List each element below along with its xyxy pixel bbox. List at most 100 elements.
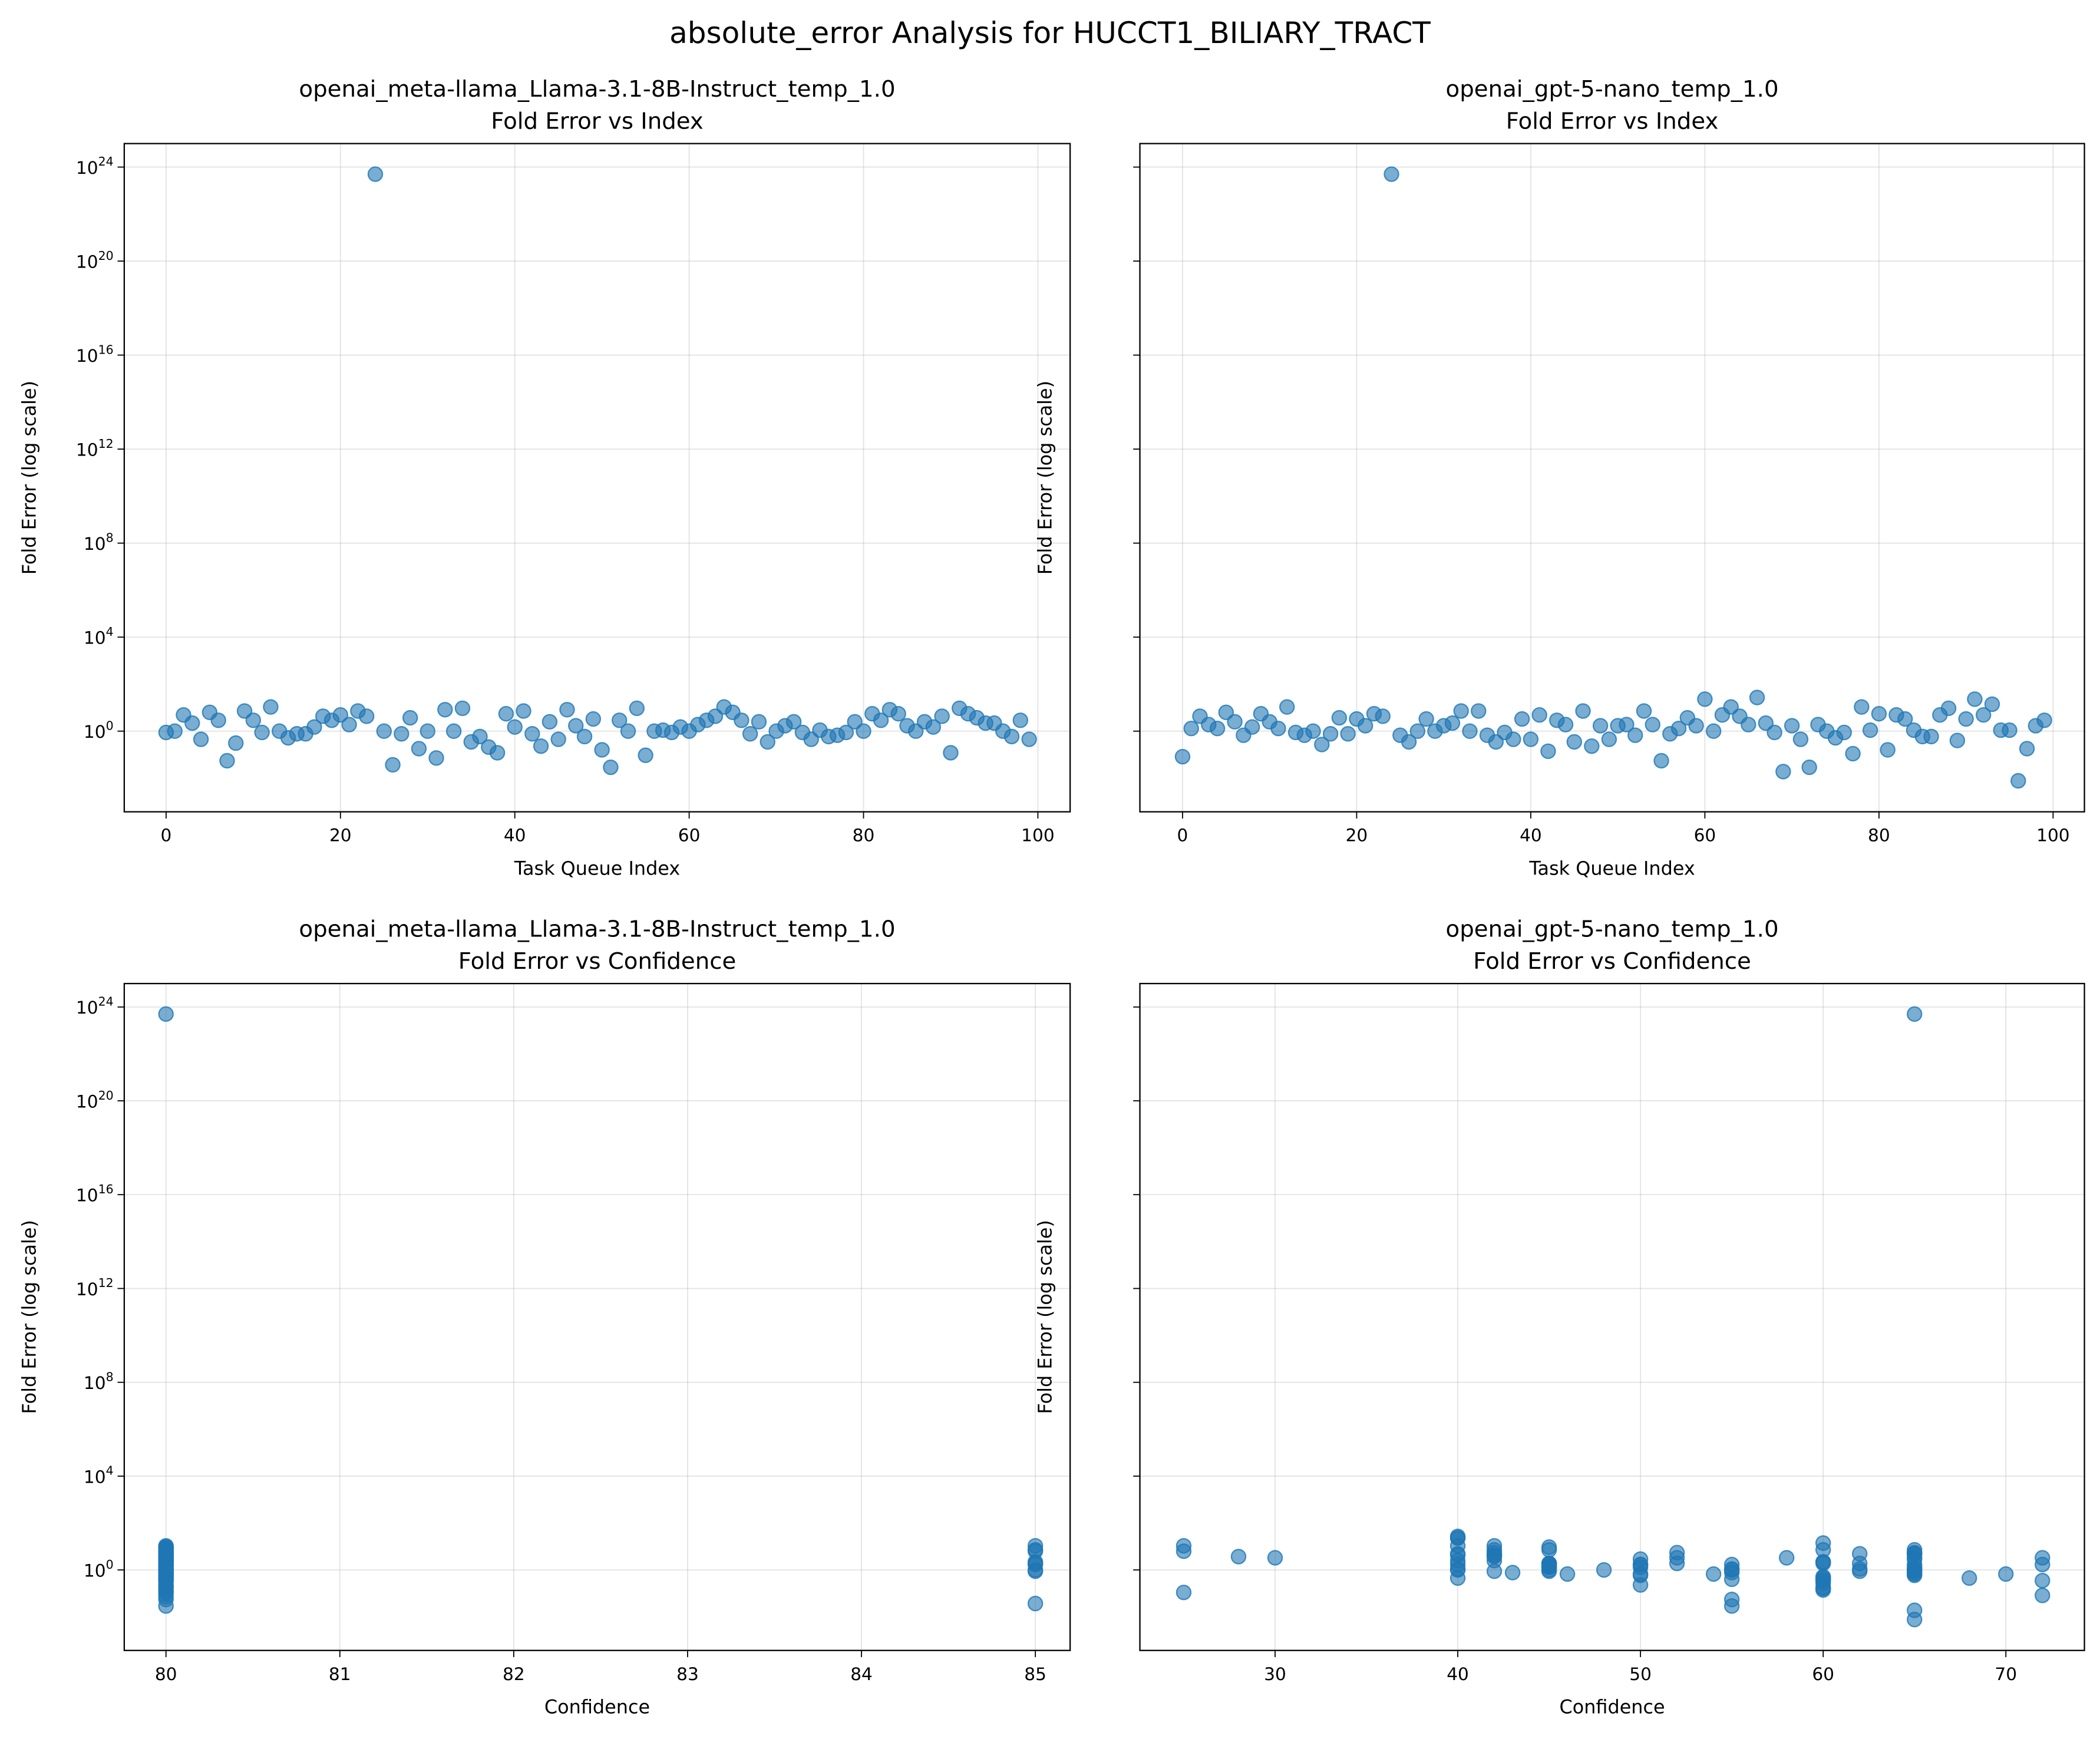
x-tick-label: 80 xyxy=(1868,826,1890,846)
point xyxy=(1209,720,1226,737)
point xyxy=(568,718,584,734)
point xyxy=(489,745,506,761)
point xyxy=(1907,1568,1923,1583)
point xyxy=(1279,699,1295,715)
point xyxy=(1897,711,1913,727)
point xyxy=(1836,724,1853,741)
x-tick-label: 100 xyxy=(1021,826,1055,846)
point xyxy=(263,699,279,715)
panel-title: openai_meta-llama_Llama-3.1-8B-Instruct_… xyxy=(299,76,895,103)
point xyxy=(1270,720,1286,737)
point xyxy=(158,1006,174,1022)
point xyxy=(541,714,558,730)
point xyxy=(1230,1549,1247,1565)
point xyxy=(1176,1585,1192,1601)
point xyxy=(925,719,942,735)
axes-frame xyxy=(123,143,1071,813)
point xyxy=(254,724,270,741)
point xyxy=(1218,704,1234,721)
point xyxy=(2036,712,2052,728)
point xyxy=(385,757,401,773)
point xyxy=(428,750,444,766)
panel-subtitle: Fold Error vs Index xyxy=(491,108,704,135)
x-tick-label: 84 xyxy=(850,1664,873,1684)
point xyxy=(1851,1561,1868,1577)
point xyxy=(402,710,418,726)
point xyxy=(1340,726,1356,742)
point xyxy=(943,745,959,761)
point xyxy=(550,731,566,747)
y-axis-label: Fold Error (log scale) xyxy=(18,381,41,575)
point xyxy=(1409,723,1426,739)
point xyxy=(516,703,531,719)
point xyxy=(210,712,226,728)
point xyxy=(1984,696,2000,712)
point xyxy=(1305,723,1321,739)
y-tick-label: 1020 xyxy=(76,249,114,272)
point xyxy=(1486,1545,1503,1560)
point xyxy=(785,714,802,730)
point xyxy=(1749,689,1765,705)
figure-title: absolute_error Analysis for HUCCT1_BILIA… xyxy=(669,16,1431,50)
point xyxy=(533,738,549,754)
point xyxy=(1453,703,1469,719)
point xyxy=(376,723,392,739)
point xyxy=(890,705,906,722)
point xyxy=(507,719,523,735)
point xyxy=(420,723,435,739)
point xyxy=(1444,715,1461,731)
point xyxy=(1523,731,1539,747)
y-tick-label: 104 xyxy=(84,1464,114,1487)
point xyxy=(1541,1555,1557,1572)
point xyxy=(1845,745,1861,762)
point xyxy=(1505,731,1521,747)
point xyxy=(1375,708,1391,724)
point xyxy=(1449,1561,1466,1577)
point xyxy=(1331,710,1348,726)
point xyxy=(1021,731,1037,747)
point xyxy=(1027,1537,1044,1554)
point xyxy=(629,700,645,717)
x-tick-label: 80 xyxy=(853,826,875,846)
x-tick-label: 40 xyxy=(1447,1664,1469,1684)
point xyxy=(1669,1550,1685,1566)
point xyxy=(1486,1563,1503,1579)
point xyxy=(1601,731,1617,747)
x-tick-label: 81 xyxy=(329,1664,351,1684)
point xyxy=(454,700,471,717)
point xyxy=(559,702,575,718)
point xyxy=(760,734,775,750)
point xyxy=(1862,722,1878,738)
point xyxy=(1962,1570,1977,1586)
y-tick-label: 1024 xyxy=(76,154,114,178)
point xyxy=(2019,741,2035,757)
x-axis-label: Task Queue Index xyxy=(514,857,680,880)
point xyxy=(1027,1595,1044,1612)
axes-frame xyxy=(1139,143,2085,813)
point xyxy=(1705,723,1722,739)
axes-frame xyxy=(1139,982,2085,1651)
point xyxy=(158,1551,174,1567)
point xyxy=(158,1570,174,1586)
point xyxy=(612,712,628,728)
point xyxy=(1907,1551,1923,1567)
point xyxy=(603,759,619,776)
point xyxy=(1688,718,1704,734)
point xyxy=(167,723,183,739)
x-tick-label: 60 xyxy=(678,826,701,846)
point xyxy=(1632,1568,1649,1583)
axes-frame xyxy=(123,982,1071,1651)
point xyxy=(411,741,427,757)
panel-title: openai_meta-llama_Llama-3.1-8B-Instruct_… xyxy=(299,916,895,942)
point xyxy=(1998,1566,2014,1582)
point xyxy=(219,753,235,769)
point xyxy=(1645,717,1660,732)
x-tick-label: 82 xyxy=(503,1664,525,1684)
y-tick-label: 100 xyxy=(84,718,114,742)
panel-subtitle: Fold Error vs Confidence xyxy=(1473,948,1751,975)
x-tick-label: 20 xyxy=(329,826,352,846)
point xyxy=(358,708,375,724)
point xyxy=(1592,718,1609,734)
point xyxy=(1907,1612,1923,1628)
